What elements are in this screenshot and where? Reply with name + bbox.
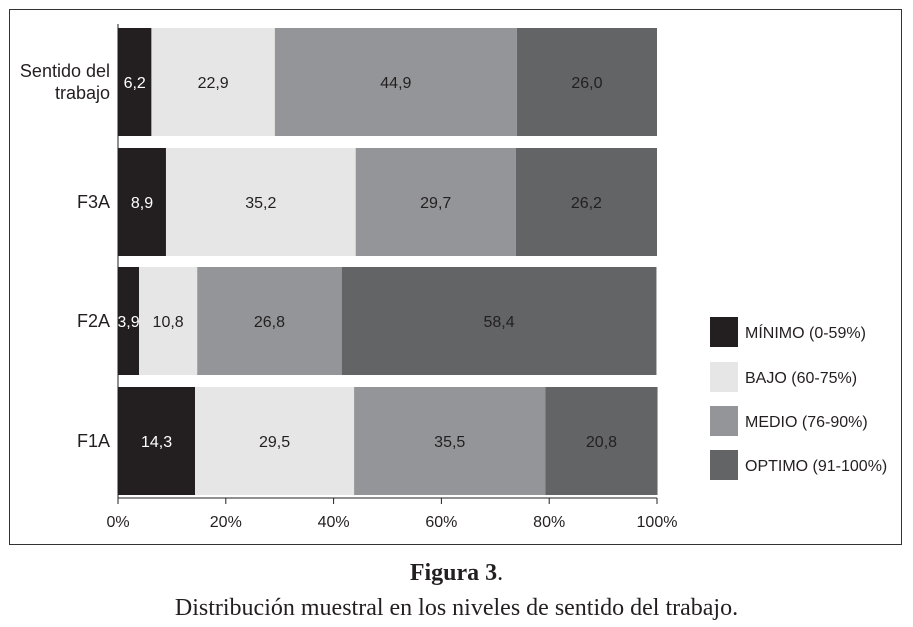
- legend-swatch: [710, 362, 738, 392]
- data-label: 20,8: [586, 434, 617, 451]
- bar-segment: [118, 28, 152, 136]
- figure-punct: .: [497, 560, 504, 586]
- x-tick-label: 80%: [533, 514, 565, 531]
- x-tick-label: 100%: [637, 514, 678, 531]
- bar-segment: [195, 387, 355, 495]
- legend-swatch: [710, 450, 738, 480]
- data-label: 14,3: [141, 434, 172, 451]
- data-label: 26,8: [254, 314, 285, 331]
- category-label: F1A: [77, 431, 110, 451]
- data-label: 26,0: [571, 75, 602, 92]
- data-label: 22,9: [198, 75, 229, 92]
- x-tick-label: 0%: [106, 514, 129, 531]
- data-label: 58,4: [484, 314, 515, 331]
- data-label: 44,9: [380, 75, 411, 92]
- bar-segment: [355, 148, 516, 256]
- category-label: F2A: [77, 311, 110, 331]
- data-label: 10,8: [153, 314, 184, 331]
- bar-segment: [516, 28, 657, 136]
- bar-segment: [354, 387, 546, 495]
- data-label: 35,5: [434, 434, 465, 451]
- figure-subtitle: Distribución muestral en los niveles de …: [174, 595, 739, 621]
- legend-label: BAJO (60-75%): [745, 370, 857, 387]
- legend-label: MÍNIMO (0-59%): [745, 323, 866, 342]
- legend-label: MEDIO (76-90%): [745, 414, 868, 431]
- bar-segment: [341, 267, 657, 375]
- bar-segment: [165, 148, 356, 256]
- data-label: 6,2: [124, 75, 146, 92]
- bar-segment: [151, 28, 275, 136]
- legend-label: OPTIMO (91-100%): [745, 458, 887, 475]
- bar-segment: [545, 387, 658, 495]
- legend-swatch: [710, 317, 738, 347]
- category-label: trabajo: [55, 83, 110, 103]
- data-label: 29,5: [259, 434, 290, 451]
- bar-segment: [139, 267, 198, 375]
- bar-segment: [118, 387, 196, 495]
- bar-segment: [515, 148, 657, 256]
- x-tick-label: 60%: [425, 514, 457, 531]
- legend-swatch: [710, 406, 738, 436]
- data-label: 29,7: [420, 195, 451, 212]
- bar-segment: [118, 267, 140, 375]
- data-label: 26,2: [571, 195, 602, 212]
- data-label: 35,2: [245, 195, 276, 212]
- data-label: 8,9: [131, 195, 153, 212]
- category-label: F3A: [77, 192, 110, 212]
- bar-segment: [197, 267, 342, 375]
- bar-segment: [118, 148, 166, 256]
- x-tick-label: 40%: [318, 514, 350, 531]
- bar-segment: [274, 28, 517, 136]
- category-label: Sentido del: [20, 61, 110, 81]
- figure-title: Figura 3.: [0, 560, 913, 587]
- figure-label: Figura 3: [409, 560, 498, 586]
- x-tick-label: 20%: [210, 514, 242, 531]
- data-label: 3,9: [117, 314, 139, 331]
